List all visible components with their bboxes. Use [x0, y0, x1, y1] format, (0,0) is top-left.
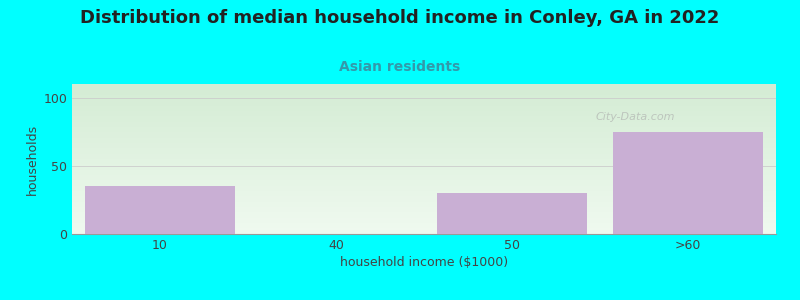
Bar	[614, 132, 763, 234]
Text: City-Data.com: City-Data.com	[595, 112, 675, 122]
Bar	[437, 193, 586, 234]
X-axis label: household income ($1000): household income ($1000)	[340, 256, 508, 269]
Bar	[86, 186, 235, 234]
Y-axis label: households: households	[26, 123, 39, 195]
Text: Asian residents: Asian residents	[339, 60, 461, 74]
Text: Distribution of median household income in Conley, GA in 2022: Distribution of median household income …	[80, 9, 720, 27]
